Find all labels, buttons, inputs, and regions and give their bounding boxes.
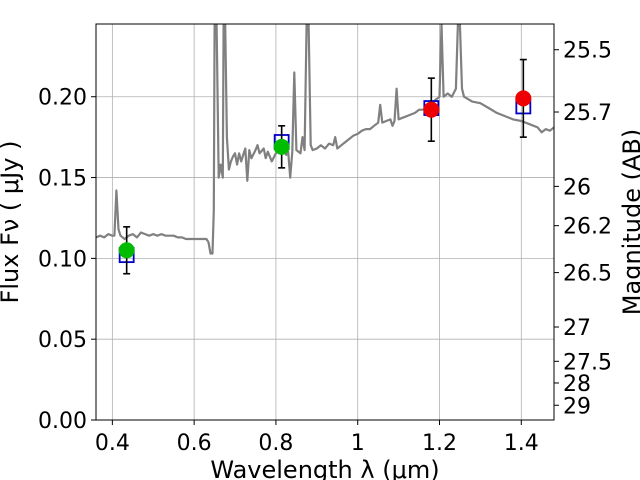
spectrum-line: [96, 24, 554, 255]
y2-tick-label: 28: [563, 372, 591, 397]
observed-photometry-point: [273, 138, 290, 155]
observed-photometry-point: [423, 101, 440, 118]
y-tick-label: 0.05: [38, 328, 87, 353]
spectrum-layer: [96, 24, 554, 255]
x-tick-label: 1: [351, 431, 365, 456]
photometry-layer: [118, 58, 532, 275]
y-tick-label: 0.00: [38, 409, 87, 434]
y2-tick-label: 29: [563, 394, 591, 419]
y-axis-label: Flux Fν ( μJy ): [0, 141, 24, 304]
y2-tick-label: 26.5: [563, 262, 612, 287]
x-tick-label: 1.4: [504, 431, 539, 456]
x-tick-label: 0.4: [95, 431, 130, 456]
x-axis-label: Wavelength λ (μm): [210, 456, 439, 480]
observed-photometry-point: [515, 90, 532, 107]
y2-tick-label: 26: [563, 175, 591, 200]
y2-tick-label: 25.5: [563, 39, 612, 64]
x-tick-label: 0.8: [258, 431, 293, 456]
y2-tick-label: 27: [563, 316, 591, 341]
y-tick-label: 0.15: [38, 167, 87, 192]
y2-tick-label: 26.2: [563, 215, 612, 240]
y-axis-ticks: 0.00 0.05 0.10 0.15 0.20: [38, 86, 96, 434]
x-tick-label: 0.6: [177, 431, 212, 456]
y-tick-label: 0.20: [38, 86, 87, 111]
y2-tick-label: 25.7: [563, 101, 612, 126]
observed-photometry-point: [118, 242, 135, 259]
y-tick-label: 0.10: [38, 247, 87, 272]
x-tick-label: 1.2: [422, 431, 457, 456]
plot-frame: [95, 23, 555, 421]
y2-axis-label: Magnitude (AB): [618, 129, 640, 315]
grid-lines: [96, 24, 554, 421]
y2-tick-label: 27.5: [563, 350, 612, 375]
x-axis-ticks: 0.4 0.6 0.8 1 1.2 1.4: [95, 420, 539, 456]
